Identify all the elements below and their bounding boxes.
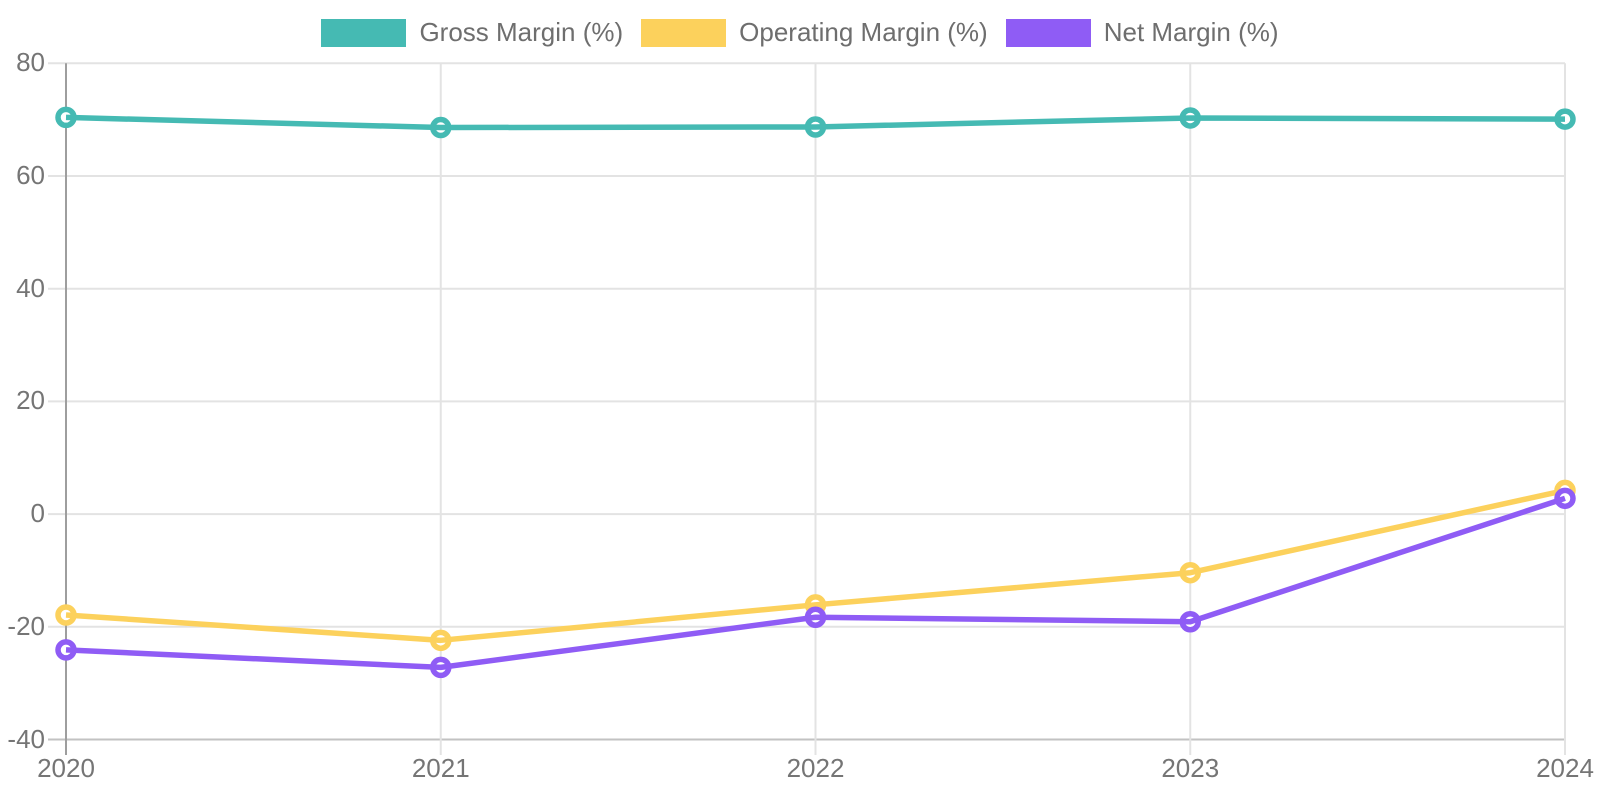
x-tick-label-2024: 2024 [1536, 753, 1594, 783]
y-tick-label--40: -40 [7, 723, 45, 754]
legend-label-operating-margin: Operating Margin (%) [739, 17, 988, 47]
y-tick-label-0: 0 [30, 497, 45, 528]
chart-legend: Gross Margin (%) Operating Margin (%) Ne… [0, 17, 1600, 48]
legend-swatch-gross-margin-icon [321, 18, 407, 47]
y-tick-label-80: 80 [16, 47, 45, 78]
legend-label-gross-margin: Gross Margin (%) [419, 17, 624, 47]
x-tick-label-2020: 2020 [37, 753, 95, 783]
series-line-2 [65, 487, 1566, 644]
legend-item-gross-margin[interactable]: Gross Margin (%) [321, 17, 623, 48]
y-tick-label--20: -20 [7, 610, 45, 641]
y-tick-label-20: 20 [16, 385, 45, 416]
legend-item-net-margin[interactable]: Net Margin (%) [1005, 17, 1279, 48]
series-line-3 [65, 495, 1566, 671]
x-tick-label-2023: 2023 [1161, 753, 1220, 783]
x-tick-label-2021: 2021 [411, 753, 470, 783]
series-line-1 [65, 114, 1566, 131]
y-tick-label-40: 40 [16, 272, 45, 303]
legend-swatch-operating-margin-icon [641, 18, 727, 47]
y-tick-label-60: 60 [16, 159, 45, 190]
legend-swatch-net-margin-icon [1005, 18, 1091, 47]
legend-item-operating-margin[interactable]: Operating Margin (%) [641, 17, 988, 48]
x-tick-label-2022: 2022 [786, 753, 845, 783]
legend-label-net-margin: Net Margin (%) [1103, 17, 1279, 47]
